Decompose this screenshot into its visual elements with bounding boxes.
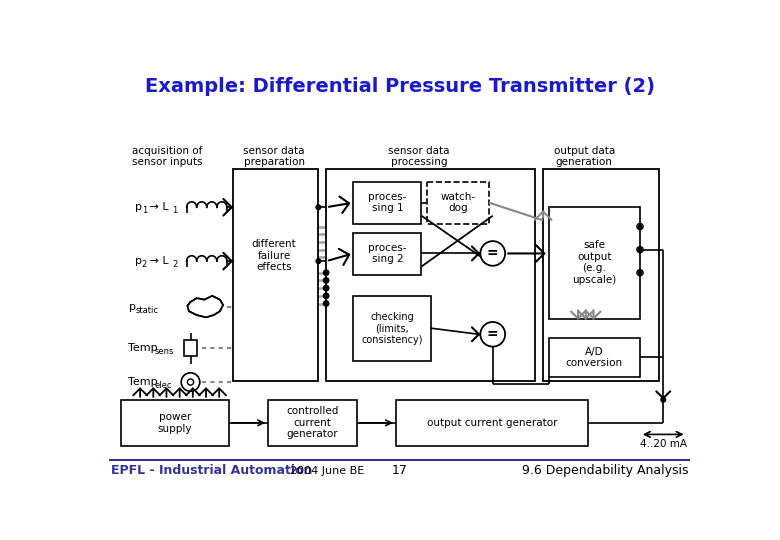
Text: → L: → L (147, 202, 169, 212)
Text: power
supply: power supply (158, 412, 192, 434)
Circle shape (638, 225, 642, 228)
Text: 2: 2 (142, 260, 147, 269)
Polygon shape (187, 296, 223, 318)
Circle shape (480, 322, 505, 347)
Text: Temp: Temp (129, 343, 158, 353)
Circle shape (637, 224, 643, 230)
Text: 1: 1 (142, 206, 147, 215)
Text: 9.6 Dependability Analysis: 9.6 Dependability Analysis (522, 464, 688, 477)
Circle shape (324, 293, 329, 299)
Text: p: p (129, 302, 136, 312)
Text: controlled
current
generator: controlled current generator (286, 406, 339, 440)
Bar (427, 182, 489, 224)
Text: elec: elec (155, 381, 172, 390)
Bar (184, 340, 197, 356)
Text: 2004 June BE: 2004 June BE (289, 465, 364, 476)
Bar (268, 400, 357, 446)
Text: 2: 2 (172, 260, 177, 269)
Circle shape (661, 397, 665, 402)
Text: 4..20 mA: 4..20 mA (640, 438, 686, 449)
Bar (543, 168, 659, 381)
Circle shape (324, 278, 329, 283)
Bar (548, 338, 640, 377)
Circle shape (638, 271, 642, 275)
Text: EPFL - Industrial Automation: EPFL - Industrial Automation (112, 464, 313, 477)
Text: p: p (135, 256, 142, 266)
Text: =: = (487, 327, 498, 341)
Text: different
failure
effects: different failure effects (252, 239, 296, 272)
Bar (353, 182, 421, 224)
Text: sensor data
preparation: sensor data preparation (243, 146, 305, 167)
Text: proces-
sing 1: proces- sing 1 (368, 192, 406, 213)
Circle shape (637, 247, 643, 253)
Circle shape (638, 248, 642, 252)
Text: sens: sens (155, 347, 174, 356)
Text: safe
output
(e.g.
upscale): safe output (e.g. upscale) (573, 240, 616, 285)
Text: output current generator: output current generator (427, 418, 557, 428)
Bar (548, 207, 640, 319)
Text: watch-
dog: watch- dog (441, 192, 476, 213)
Circle shape (480, 241, 505, 266)
Text: sensor data
processing: sensor data processing (388, 146, 450, 167)
Bar (353, 233, 421, 275)
Text: 1: 1 (172, 206, 177, 215)
Text: static: static (136, 306, 158, 315)
Circle shape (181, 373, 200, 392)
Bar (353, 296, 431, 361)
Circle shape (324, 270, 329, 275)
Text: p: p (135, 202, 142, 212)
Text: → L: → L (147, 256, 169, 266)
Text: A/D
conversion: A/D conversion (566, 347, 623, 368)
Text: Example: Differential Pressure Transmitter (2): Example: Differential Pressure Transmitt… (145, 77, 654, 96)
Circle shape (324, 286, 329, 291)
Text: output data
generation: output data generation (554, 146, 615, 167)
Text: proces-
sing 2: proces- sing 2 (368, 242, 406, 264)
Circle shape (637, 269, 643, 276)
Bar (121, 400, 229, 446)
Bar (326, 168, 535, 381)
Bar (396, 400, 588, 446)
Text: checking
(limits,
consistency): checking (limits, consistency) (361, 312, 423, 345)
Circle shape (187, 379, 193, 385)
Circle shape (324, 301, 329, 306)
Text: Temp: Temp (129, 377, 158, 387)
Text: =: = (487, 246, 498, 260)
Circle shape (316, 205, 321, 210)
Text: 17: 17 (392, 464, 408, 477)
Circle shape (316, 259, 321, 264)
Text: acquisition of
sensor inputs: acquisition of sensor inputs (132, 146, 203, 167)
Bar (233, 168, 318, 381)
